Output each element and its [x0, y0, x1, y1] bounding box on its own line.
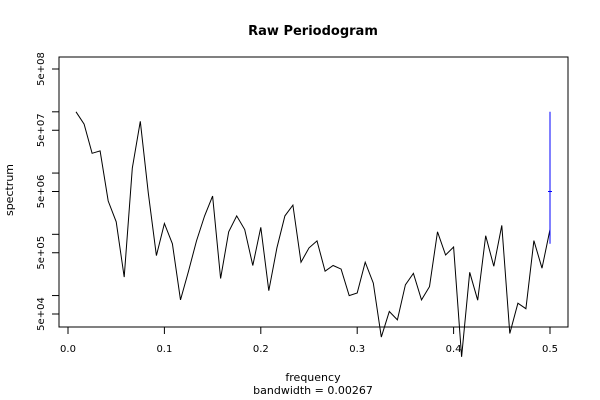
x-tick-label: 0.2 — [253, 344, 269, 355]
x-tick-label: 0.0 — [60, 344, 76, 355]
bandwidth-label: bandwidth = 0.00267 — [253, 384, 373, 397]
x-tick-label: 0.5 — [542, 344, 558, 355]
y-tick-label: 5e+07 — [36, 113, 47, 147]
y-tick-label: 5e+05 — [36, 236, 47, 270]
y-axis-label: spectrum — [3, 164, 16, 216]
annotation-layer — [548, 111, 552, 244]
x-axis: 0.0 0.1 0.2 0.3 0.4 0.5 — [60, 326, 558, 355]
x-axis-label: frequency — [285, 371, 341, 384]
x-tick-label: 0.1 — [156, 344, 172, 355]
x-tick-label: 0.4 — [446, 344, 462, 355]
chart-title: Raw Periodogram — [248, 24, 378, 39]
spectrum-line — [75, 111, 551, 357]
y-axis: 5e+04 5e+05 5e+06 5e+07 5e+08 — [36, 52, 60, 331]
x-tick-label: 0.3 — [349, 344, 365, 355]
y-tick-label: 5e+06 — [36, 175, 47, 209]
plot-area — [58, 56, 569, 328]
y-tick-label: 5e+04 — [36, 297, 47, 331]
y-tick-label: 5e+08 — [36, 52, 47, 86]
series-layer — [75, 111, 551, 357]
